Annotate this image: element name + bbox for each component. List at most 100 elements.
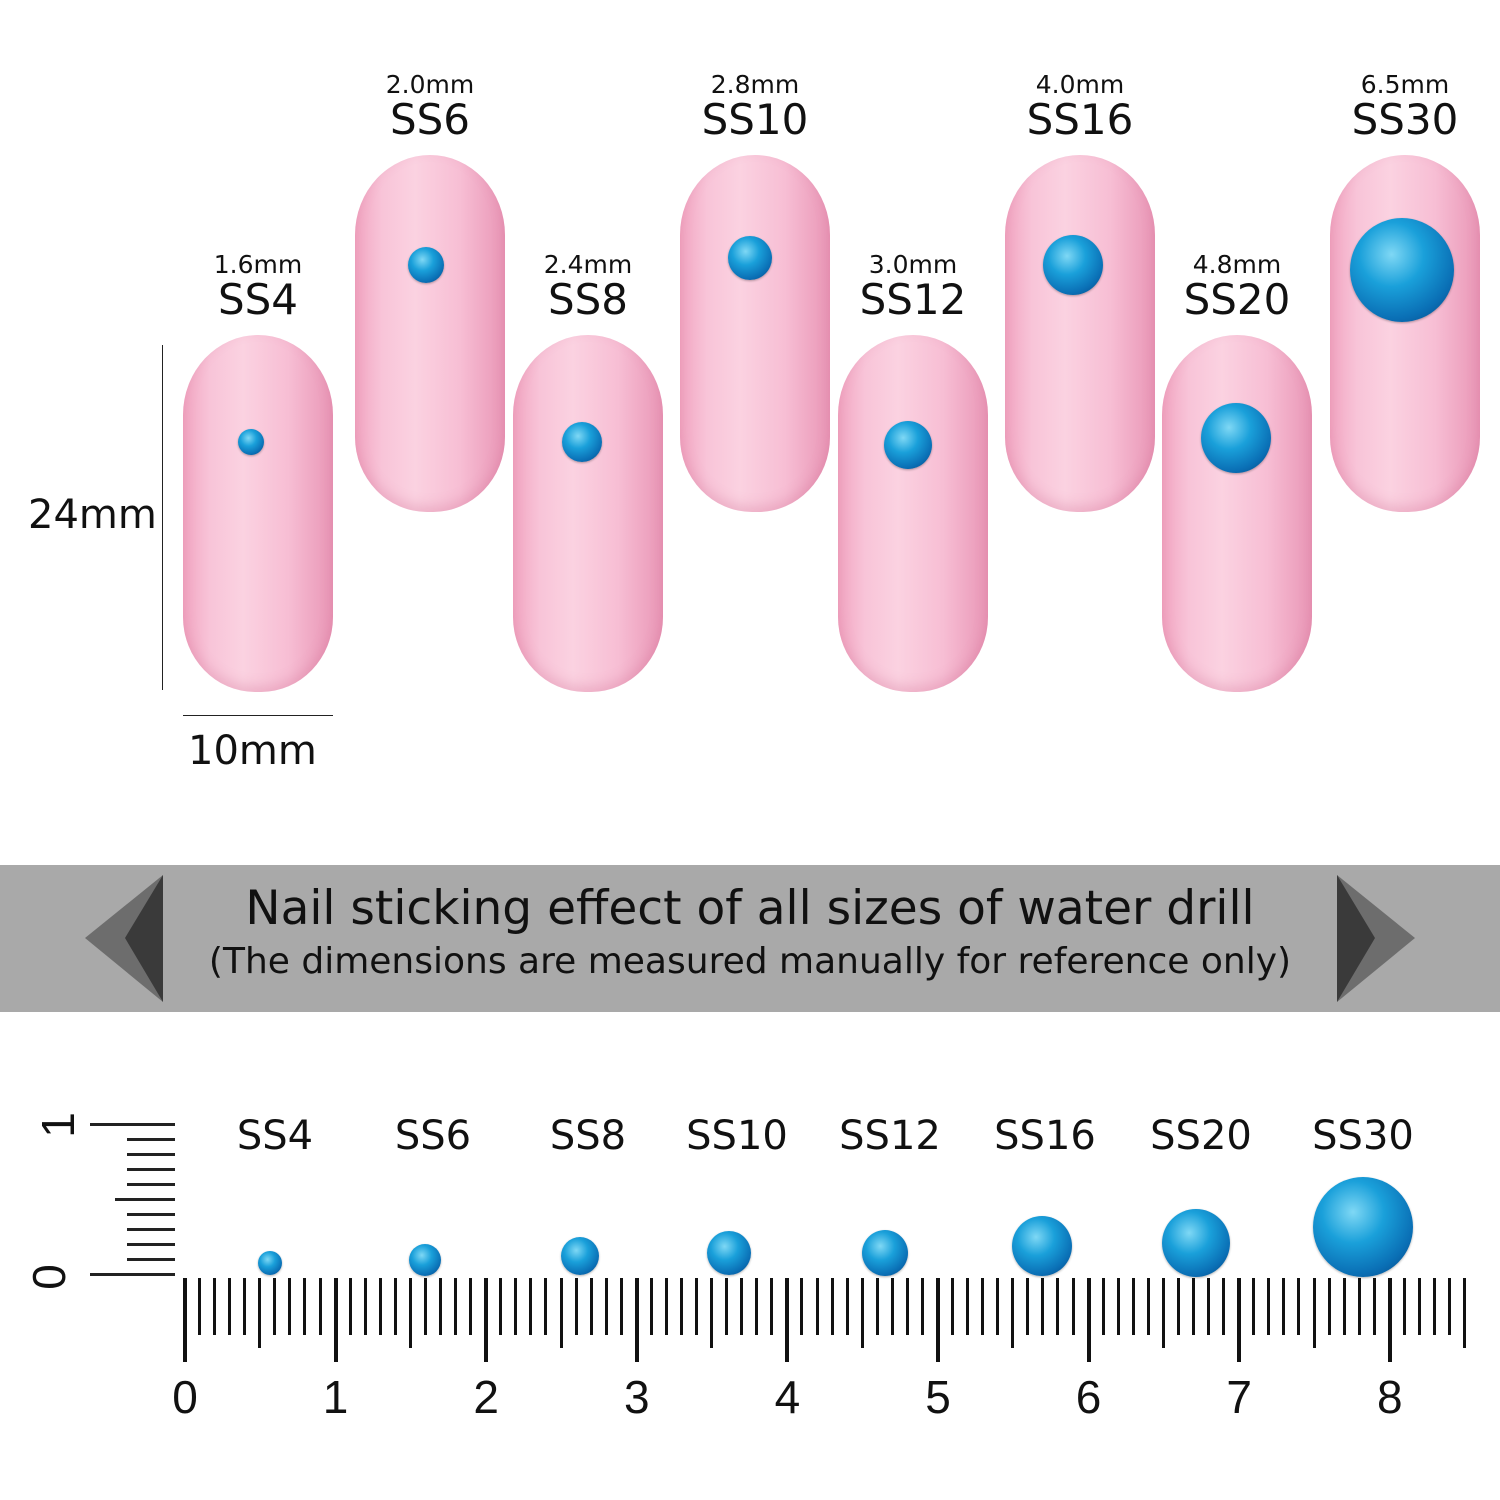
ruler-tick bbox=[127, 1228, 175, 1231]
ruler-size-label: SS20 bbox=[1150, 1113, 1252, 1159]
ruler-tick bbox=[423, 1278, 427, 1335]
ruler-tick bbox=[115, 1198, 175, 1201]
width-label: 10mm bbox=[188, 728, 317, 774]
ruler-tick bbox=[725, 1278, 729, 1335]
ruler-tick bbox=[1402, 1278, 1406, 1335]
ruler-tick bbox=[1026, 1278, 1030, 1335]
banner-subtitle: (The dimensions are measured manually fo… bbox=[208, 941, 1292, 982]
size-mm-label: 2.8mm bbox=[710, 70, 800, 99]
ruler-tick bbox=[273, 1278, 277, 1335]
ruler-tick bbox=[127, 1213, 175, 1216]
rhinestone bbox=[258, 1251, 282, 1275]
size-mm-label: 6.5mm bbox=[1360, 70, 1450, 99]
ruler-tick bbox=[1387, 1278, 1392, 1362]
ruler-number: 7 bbox=[1226, 1371, 1252, 1423]
ruler-tick bbox=[755, 1278, 759, 1335]
ruler-tick bbox=[1463, 1278, 1467, 1348]
ruler-number: 1 bbox=[31, 1112, 84, 1138]
ruler-number: 3 bbox=[624, 1371, 650, 1423]
height-label: 24mm bbox=[28, 492, 157, 538]
ruler-tick bbox=[1116, 1278, 1120, 1335]
nail bbox=[355, 155, 505, 512]
ruler-tick bbox=[1041, 1278, 1045, 1335]
ruler-number: 8 bbox=[1377, 1371, 1403, 1423]
ruler-tick bbox=[875, 1278, 879, 1335]
ruler-tick bbox=[198, 1278, 202, 1335]
nail bbox=[1162, 335, 1312, 692]
ruler-size-label: SS10 bbox=[686, 1113, 788, 1159]
ruler-tick bbox=[1207, 1278, 1211, 1335]
ruler-tick bbox=[333, 1278, 338, 1362]
ruler-tick bbox=[1297, 1278, 1301, 1335]
ruler-tick bbox=[529, 1278, 533, 1335]
ruler-tick bbox=[1086, 1278, 1091, 1362]
ruler-size-label: SS6 bbox=[394, 1113, 472, 1159]
ruler-number: 4 bbox=[774, 1371, 801, 1423]
ruler-tick bbox=[740, 1278, 744, 1335]
ruler-number: 0 bbox=[22, 1264, 75, 1290]
ruler-tick bbox=[1222, 1278, 1226, 1335]
ruler-tick bbox=[920, 1278, 924, 1335]
rhinestone bbox=[561, 1237, 599, 1275]
ruler-tick bbox=[1448, 1278, 1452, 1335]
size-ss-label: SS16 bbox=[1026, 95, 1134, 144]
rhinestone bbox=[1043, 235, 1103, 295]
nail bbox=[1005, 155, 1155, 512]
ruler-tick bbox=[127, 1183, 175, 1186]
ruler-tick bbox=[1131, 1278, 1135, 1335]
ruler-tick bbox=[1252, 1278, 1256, 1335]
rhinestone bbox=[862, 1230, 908, 1276]
ruler-tick bbox=[634, 1278, 639, 1362]
ruler-tick bbox=[90, 1123, 175, 1126]
size-mm-label: 4.8mm bbox=[1192, 250, 1282, 279]
ruler-tick bbox=[183, 1278, 187, 1362]
ruler-tick bbox=[393, 1278, 397, 1335]
ruler-tick bbox=[815, 1278, 819, 1335]
rhinestone bbox=[408, 247, 444, 283]
ruler-tick bbox=[288, 1278, 292, 1335]
ruler-size-label: SS8 bbox=[549, 1113, 627, 1159]
height-dimension-line bbox=[162, 345, 163, 690]
size-ss-label: SS12 bbox=[859, 275, 967, 324]
rhinestone bbox=[238, 429, 264, 455]
ruler-tick bbox=[1432, 1278, 1436, 1335]
ruler-tick bbox=[1327, 1278, 1331, 1335]
ruler-tick bbox=[574, 1278, 578, 1335]
ruler-tick bbox=[679, 1278, 683, 1335]
ruler-tick bbox=[454, 1278, 458, 1335]
nail bbox=[513, 335, 663, 692]
ruler-size-label: SS4 bbox=[236, 1113, 314, 1159]
ruler-tick bbox=[1237, 1278, 1242, 1362]
ruler-tick bbox=[649, 1278, 653, 1335]
ruler-tick bbox=[514, 1278, 518, 1335]
ruler-number: 6 bbox=[1075, 1371, 1102, 1423]
ruler-tick bbox=[619, 1278, 623, 1335]
nail bbox=[680, 155, 830, 512]
ruler-number: 0 bbox=[172, 1371, 198, 1423]
ruler-tick bbox=[710, 1278, 714, 1348]
ruler-tick bbox=[484, 1278, 489, 1362]
ruler-tick bbox=[90, 1273, 175, 1276]
ruler-tick bbox=[258, 1278, 262, 1348]
size-mm-label: 4.0mm bbox=[1035, 70, 1125, 99]
ruler-tick bbox=[544, 1278, 548, 1335]
rhinestone bbox=[707, 1231, 751, 1275]
right-arrow-icon bbox=[1337, 875, 1415, 1002]
size-ss-label: SS30 bbox=[1351, 95, 1459, 144]
ruler-number: 2 bbox=[473, 1371, 499, 1423]
size-mm-label: 2.0mm bbox=[385, 70, 475, 99]
ruler-tick bbox=[589, 1278, 593, 1335]
ruler-tick bbox=[1267, 1278, 1271, 1335]
banner: Nail sticking effect of all sizes of wat… bbox=[0, 865, 1500, 1012]
ruler-tick bbox=[559, 1278, 563, 1348]
ruler-tick bbox=[1176, 1278, 1180, 1335]
size-ss-label: SS10 bbox=[701, 95, 809, 144]
rhinestone bbox=[728, 236, 772, 280]
ruler-tick bbox=[408, 1278, 412, 1348]
ruler-tick bbox=[1357, 1278, 1361, 1335]
ruler-tick bbox=[800, 1278, 804, 1335]
ruler-tick bbox=[499, 1278, 503, 1335]
ruler-tick bbox=[213, 1278, 217, 1335]
ruler-tick bbox=[378, 1278, 382, 1335]
ruler-tick bbox=[845, 1278, 849, 1335]
